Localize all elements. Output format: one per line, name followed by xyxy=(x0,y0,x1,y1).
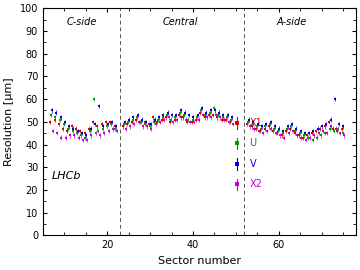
Text: V: V xyxy=(249,159,256,169)
Text: Central: Central xyxy=(162,17,198,27)
Text: LHCb: LHCb xyxy=(51,171,81,181)
Text: X2: X2 xyxy=(249,179,262,189)
Text: C-side: C-side xyxy=(66,17,97,27)
Text: X1: X1 xyxy=(249,118,262,128)
Text: U: U xyxy=(249,139,257,148)
X-axis label: Sector number: Sector number xyxy=(158,256,241,266)
Text: A-side: A-side xyxy=(276,17,307,27)
Y-axis label: Resolution [μm]: Resolution [μm] xyxy=(4,77,14,166)
